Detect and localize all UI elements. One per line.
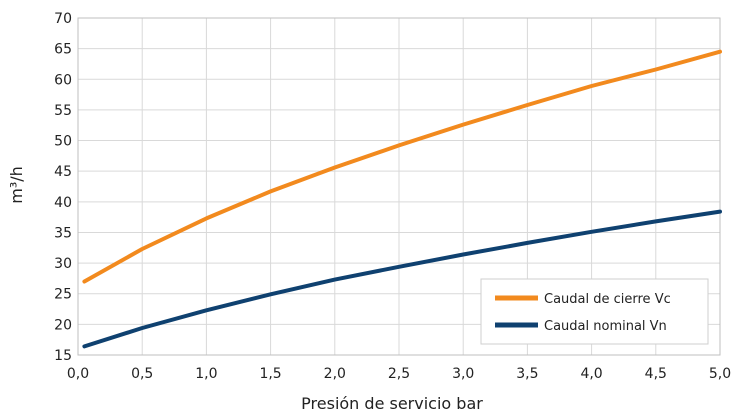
series-line-closing-flow — [82, 49, 722, 284]
x-tick-label: 0,5 — [131, 366, 153, 382]
y-tick-label: 15 — [54, 348, 72, 364]
legend: Caudal de cierre Vc Caudal nominal Vn — [480, 278, 709, 345]
plot-frame — [77, 17, 721, 356]
y-tick-label: 70 — [54, 11, 72, 27]
legend-label-closing-flow: Caudal de cierre Vc — [544, 292, 671, 307]
y-tick-label: 55 — [54, 103, 72, 119]
x-tick-label: 2,0 — [324, 366, 346, 382]
y-tick-label: 65 — [54, 42, 72, 58]
y-tick-label: 45 — [54, 164, 72, 180]
y-tick-label: 20 — [54, 317, 72, 333]
x-tick-label: 0,0 — [67, 366, 89, 382]
y-tick-label: 35 — [54, 225, 72, 241]
y-tick-label: 25 — [54, 287, 72, 303]
x-tick-labels: 0,0 0,5 1,0 1,5 2,0 2,5 3,0 3,5 4,0 4,5 5,0 — [67, 366, 731, 382]
x-tick-label: 4,0 — [580, 366, 602, 382]
x-tick-label: 1,0 — [195, 366, 217, 382]
legend-label-nominal-flow: Caudal nominal Vn — [544, 319, 667, 334]
legend-box — [480, 278, 709, 345]
x-tick-label: 4,5 — [645, 366, 667, 382]
x-tick-label: 1,5 — [259, 366, 281, 382]
y-tick-label: 40 — [54, 195, 72, 211]
series-line-nominal-flow — [82, 209, 722, 349]
y-tick-labels: 15 20 25 30 35 40 45 50 55 60 65 70 — [54, 11, 72, 364]
y-tick-label: 30 — [54, 256, 72, 272]
x-axis-label: Presión de servicio bar — [301, 394, 483, 413]
y-tick-label: 50 — [54, 134, 72, 150]
x-tick-label: 3,5 — [516, 366, 538, 382]
x-tick-label: 5,0 — [709, 366, 731, 382]
y-axis-label: m³/h — [7, 166, 26, 204]
x-tick-label: 2,5 — [388, 366, 410, 382]
y-tick-label: 60 — [54, 72, 72, 88]
series-lines — [82, 49, 722, 349]
x-tick-label: 3,0 — [452, 366, 474, 382]
